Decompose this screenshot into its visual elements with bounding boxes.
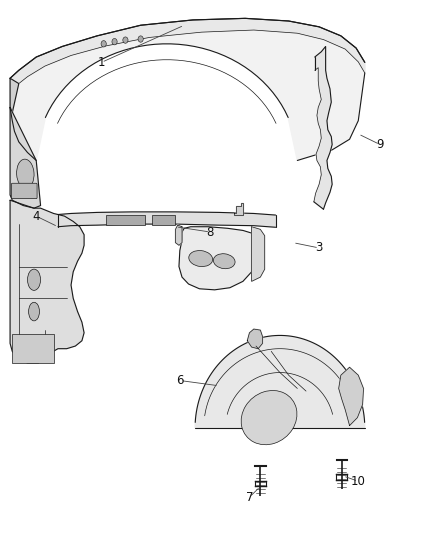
Polygon shape xyxy=(10,200,84,363)
Polygon shape xyxy=(234,203,243,215)
Polygon shape xyxy=(247,329,262,349)
Polygon shape xyxy=(58,212,276,227)
Ellipse shape xyxy=(213,254,235,269)
Polygon shape xyxy=(252,227,265,281)
Polygon shape xyxy=(314,46,332,209)
Circle shape xyxy=(138,36,143,42)
Text: 6: 6 xyxy=(176,374,184,387)
Text: 3: 3 xyxy=(315,241,323,254)
Bar xyxy=(12,334,53,363)
Bar xyxy=(106,215,145,225)
Ellipse shape xyxy=(189,251,213,266)
Polygon shape xyxy=(195,335,364,428)
Polygon shape xyxy=(176,225,182,245)
Ellipse shape xyxy=(28,269,41,290)
Text: 9: 9 xyxy=(376,138,384,151)
Ellipse shape xyxy=(241,391,297,445)
Text: 10: 10 xyxy=(351,475,366,488)
FancyBboxPatch shape xyxy=(11,183,37,199)
Polygon shape xyxy=(10,108,41,208)
Ellipse shape xyxy=(28,302,39,321)
Ellipse shape xyxy=(17,159,34,188)
Polygon shape xyxy=(179,227,256,290)
Polygon shape xyxy=(339,367,364,425)
Text: 8: 8 xyxy=(207,225,214,239)
Circle shape xyxy=(123,37,128,43)
Polygon shape xyxy=(10,18,365,84)
Text: 4: 4 xyxy=(32,209,40,223)
Circle shape xyxy=(112,38,117,45)
Polygon shape xyxy=(10,18,365,160)
Text: 7: 7 xyxy=(246,491,253,504)
Circle shape xyxy=(101,41,106,47)
Polygon shape xyxy=(10,78,19,113)
Text: 1: 1 xyxy=(98,56,105,69)
Bar xyxy=(152,215,176,225)
